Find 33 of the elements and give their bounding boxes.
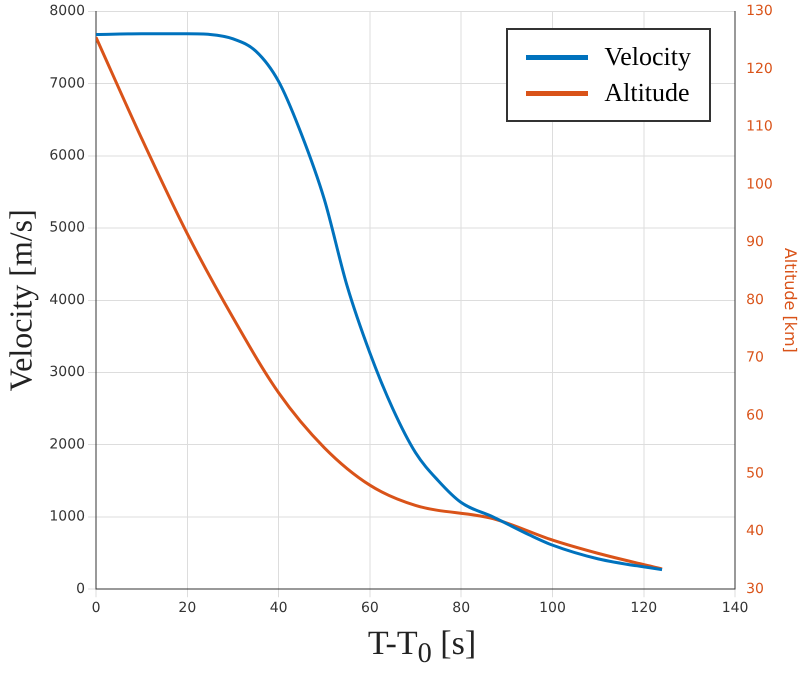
legend-label: Velocity: [604, 42, 691, 72]
y2-tick-label: 50: [746, 465, 764, 482]
x-tick-label: 80: [452, 600, 470, 616]
y2-axis-title: Altitude [km]: [781, 248, 800, 353]
y-tick-label: 1000: [49, 508, 86, 525]
legend-label: Altitude: [604, 78, 690, 108]
y2-tick-label: 110: [746, 118, 773, 135]
x-tick-label: 120: [630, 600, 658, 616]
y2-tick-label: 60: [746, 408, 764, 424]
y-tick-label: 6000: [49, 147, 86, 164]
x-tick-label: 0: [92, 600, 100, 616]
y-tick-label: 5000: [49, 220, 86, 236]
x-tick-label: 20: [178, 600, 196, 616]
x-tick-label: 40: [270, 600, 288, 616]
y2-tick-label: 130: [746, 3, 773, 20]
x-tick-label: 100: [539, 600, 566, 616]
y2-tick-label: 30: [746, 580, 764, 597]
y2-tick-label: 70: [746, 350, 764, 366]
y2-tick-label: 100: [746, 176, 773, 192]
x-tick-label: 60: [360, 600, 379, 616]
y2-tick-label: 80: [746, 292, 764, 308]
x-tick-label: 140: [722, 600, 748, 616]
y2-tick-label: 120: [746, 60, 773, 77]
x-axis-title: T-T$_{0}$ [s]: [366, 625, 478, 670]
y-tick-label: 0: [76, 580, 86, 597]
y-tick-label: 4000: [49, 292, 86, 308]
y2-tick-label: 40: [746, 523, 764, 540]
y-tick-label: 2000: [49, 436, 86, 452]
y2-tick-label: 90: [746, 234, 764, 250]
y-tick-label: 7000: [49, 75, 86, 92]
y-tick-label: 3000: [49, 364, 86, 380]
y-axis-title: Velocity [m/s]: [2, 209, 39, 392]
y-tick-label: 8000: [49, 3, 86, 20]
